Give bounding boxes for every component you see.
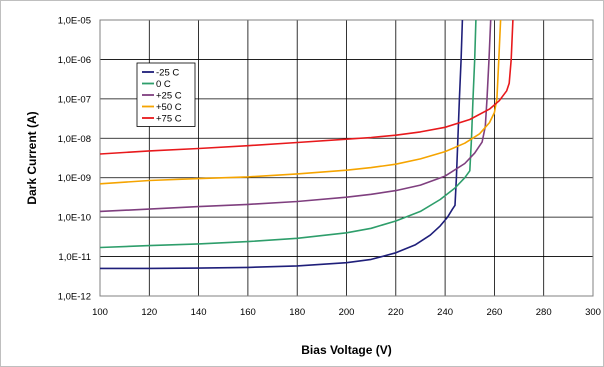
legend-label: +75 C [156, 113, 182, 124]
y-tick-label: 1,0E-10 [58, 213, 91, 224]
series-line-1 [100, 19, 464, 270]
legend-label: +50 C [156, 102, 182, 113]
y-tick-label: 1,0E-11 [58, 252, 91, 263]
y-tick-label: 1,0E-06 [58, 55, 91, 66]
y-tick-label: 1,0E-12 [58, 292, 91, 303]
x-tick-label: 180 [289, 307, 305, 318]
x-tick-label: 140 [191, 307, 207, 318]
series-line-3 [99, 19, 492, 213]
x-tick-label: 300 [585, 307, 601, 318]
series-line-4 [99, 19, 502, 185]
series-layer [99, 19, 514, 270]
x-tick-label: 260 [486, 307, 502, 318]
legend-label: -25 C [156, 67, 179, 78]
legend-label: 0 C [156, 79, 171, 90]
y-tick-label: 1,0E-05 [58, 16, 91, 27]
y-axis-title: Dark Current (A) [25, 111, 39, 204]
x-tick-label: 220 [388, 307, 404, 318]
x-tick-label: 120 [141, 307, 157, 318]
series-line-2 [99, 19, 477, 249]
plot-area [99, 19, 594, 297]
y-axis-ticks: 1,0E-12 1,0E-11 1,0E-10 1,0E-09 1,0E-08 1,0E-… [58, 16, 91, 303]
x-tick-label: 280 [536, 307, 552, 318]
x-tick-label: 240 [437, 307, 453, 318]
legend-label: +25 C [156, 90, 182, 101]
x-tick-label: 160 [240, 307, 256, 318]
legend: -25 C0 C+25 C+50 C+75 C [136, 62, 196, 127]
x-tick-label: 100 [92, 307, 108, 318]
x-tick-label: 200 [339, 307, 355, 318]
y-tick-label: 1,0E-08 [58, 134, 91, 145]
series-line-5 [99, 19, 514, 155]
y-tick-label: 1,0E-07 [58, 94, 91, 105]
x-axis-ticks: 100 120 140 160 180 200 220 240 260 280 300 [92, 307, 601, 318]
x-axis-title: Bias Voltage (V) [301, 343, 391, 357]
grid-lines [99, 19, 594, 297]
y-tick-label: 1,0E-09 [58, 173, 91, 184]
